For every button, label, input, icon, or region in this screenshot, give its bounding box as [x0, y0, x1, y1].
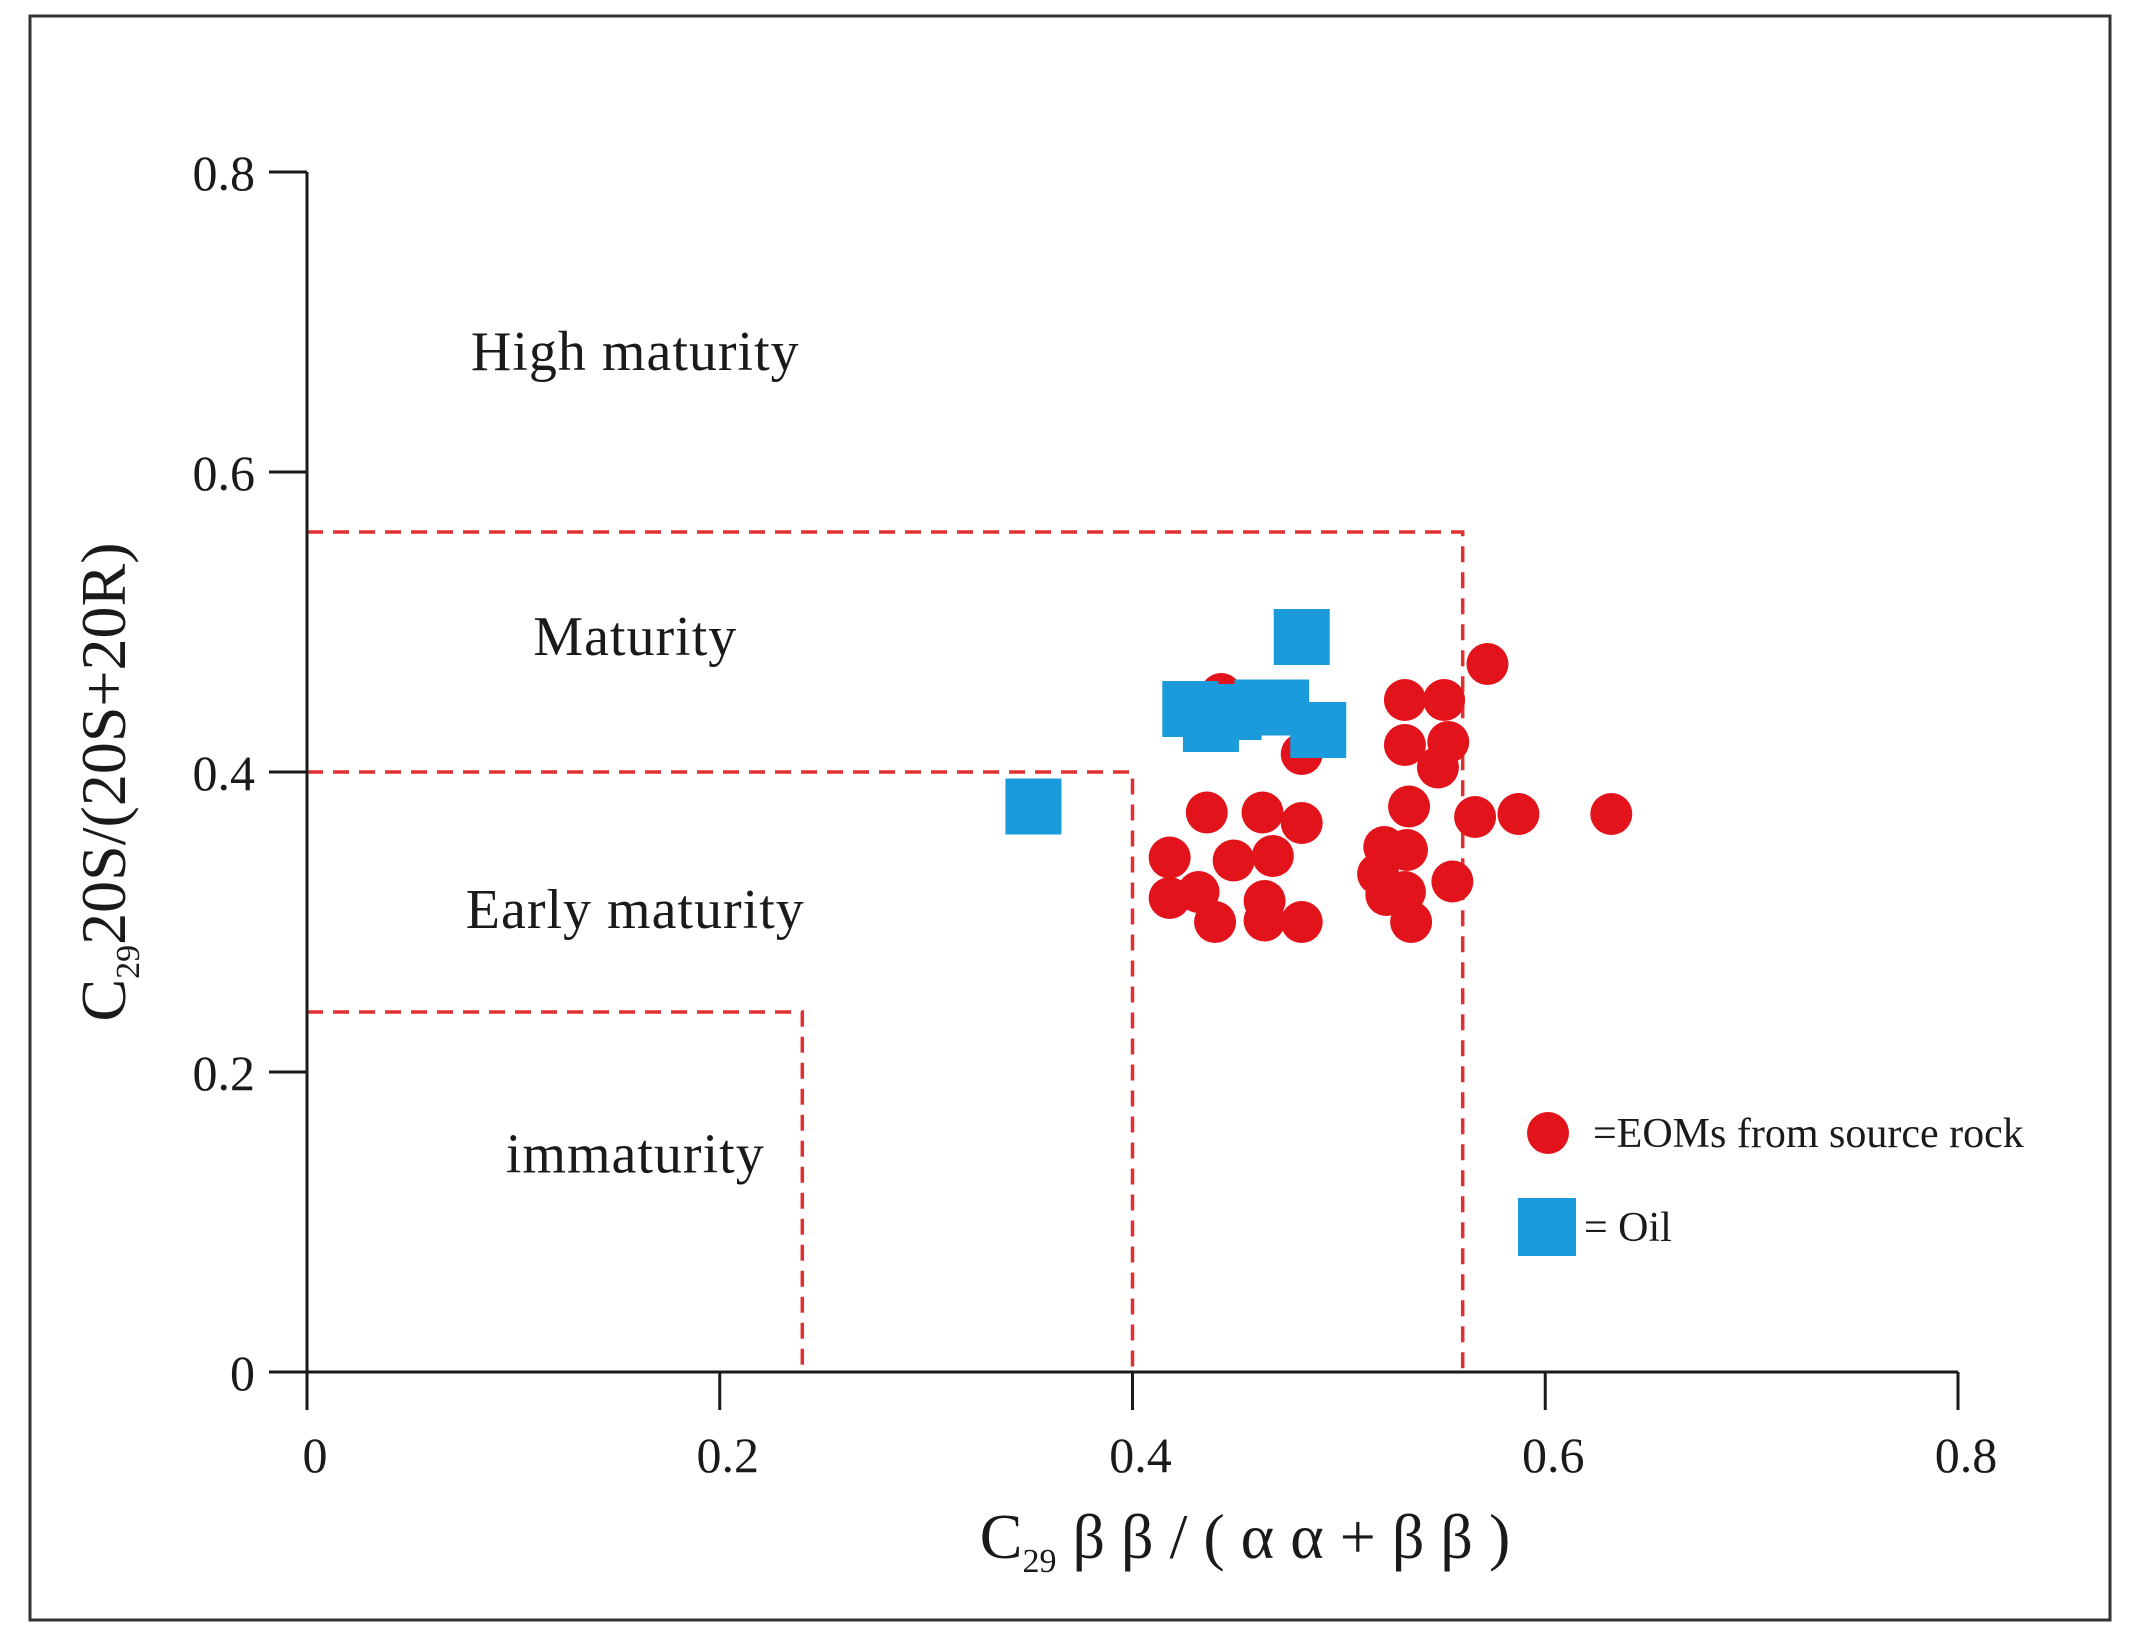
oil-point	[1273, 609, 1330, 665]
source-rock-point	[1212, 839, 1255, 882]
y-axis-title-sub: 29	[110, 945, 147, 979]
x-tick-label: 0.6	[1522, 1427, 1585, 1483]
source-rock-point	[1416, 746, 1459, 789]
x-axis-title: C29 β β / ( α α + β β )	[980, 1501, 1511, 1580]
source-rock-point	[1388, 785, 1431, 828]
ticks: 0 0.2 0.4 0.6 0.8 0 0.2 0.4 0.6 0.8	[193, 145, 1998, 1483]
y-axis-title-rest: 20S/(20S+20R)	[68, 542, 139, 944]
source-rock-point	[1390, 901, 1433, 943]
y-tick-label: 0.2	[193, 1045, 256, 1101]
boundary-line-2	[307, 770, 1135, 1372]
source-rock-point	[1431, 860, 1474, 903]
legend-marker-circle	[1527, 1112, 1569, 1154]
source-rock-point	[1280, 901, 1323, 943]
x-axis-title-sub: 29	[1022, 1543, 1056, 1580]
source-rock-point	[1185, 791, 1228, 834]
maturity-boundaries	[307, 530, 1465, 1372]
source-rock-point	[1148, 836, 1191, 879]
y-axis-title: C2920S/(20S+20R)	[68, 542, 147, 1021]
y-axis-title-base: C	[68, 979, 139, 1022]
x-tick-label: 0	[303, 1427, 328, 1483]
oil-point	[1290, 702, 1347, 758]
source-rock-point	[1466, 643, 1509, 685]
boundary-line-3	[307, 530, 1465, 1372]
y-tick-label: 0	[230, 1345, 255, 1401]
source-rock-point	[1454, 796, 1497, 838]
oil-point	[1005, 778, 1062, 835]
data-points	[1005, 609, 1633, 943]
legend: =EOMs from source rock = Oil	[1518, 1111, 2024, 1256]
boundary-line-1	[307, 1010, 805, 1372]
source-rock-point	[1590, 793, 1633, 835]
x-tick-label: 0.8	[1935, 1427, 1998, 1483]
y-tick-label: 0.6	[193, 445, 256, 501]
source-rock-point	[1280, 802, 1323, 844]
legend-label: =EOMs from source rock	[1593, 1111, 2024, 1157]
y-tick-label: 0.8	[193, 145, 256, 201]
x-axis-title-rest: β β / ( α α + β β )	[1056, 1501, 1510, 1572]
zone-label-early-maturity: Early maturity	[466, 879, 805, 941]
source-rock-point	[1251, 835, 1294, 877]
source-rock-point	[1194, 901, 1237, 943]
zone-label-maturity: Maturity	[533, 606, 737, 668]
source-rock-point	[1383, 724, 1426, 766]
legend-label: = Oil	[1584, 1205, 1672, 1251]
y-tick-label: 0.4	[193, 745, 256, 801]
zone-label-immaturity: immaturity	[506, 1124, 765, 1186]
x-tick-label: 0.2	[697, 1427, 760, 1483]
source-rock-point	[1383, 679, 1426, 721]
legend-marker-square	[1518, 1198, 1576, 1256]
x-tick-label: 0.4	[1109, 1427, 1172, 1483]
chart-frame	[28, 14, 2112, 1622]
source-rock-point	[1241, 791, 1284, 834]
axis-titles: C2920S/(20S+20R)C29 β β / ( α α + β β )	[68, 542, 1510, 1580]
source-rock-point	[1497, 793, 1540, 835]
source-rock-point	[1243, 899, 1286, 942]
source-rock-point	[1385, 829, 1428, 871]
zone-labels: High maturity Maturity Early maturity immat…	[466, 321, 805, 1186]
zone-label-high-maturity: High maturity	[471, 321, 800, 383]
source-rock-point	[1423, 679, 1466, 721]
x-axis-title-base: C	[980, 1501, 1023, 1572]
